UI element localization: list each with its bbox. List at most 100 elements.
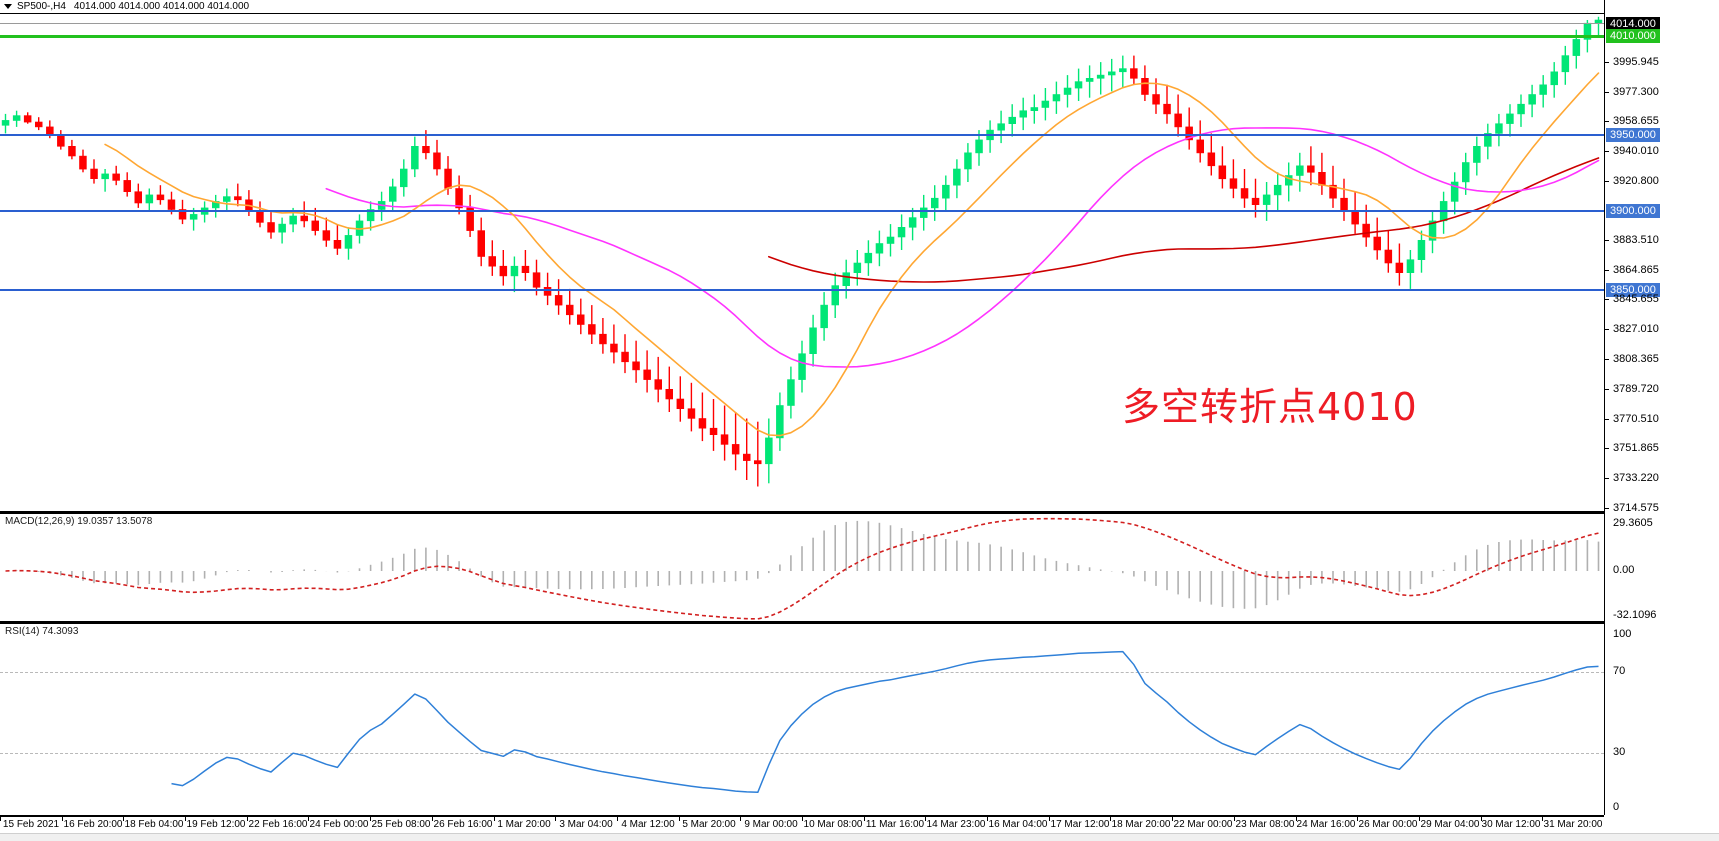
panel-divider-1 — [0, 511, 1604, 513]
price-axis-badge[interactable]: 3900.000 — [1606, 204, 1660, 218]
price-axis-label: 3770.510 — [1613, 413, 1659, 425]
price-axis-label: 0 — [1613, 801, 1620, 813]
time-axis-label: 15 Feb 2021 — [2, 819, 60, 830]
rsi-caption: RSI(14) 74.3093 — [5, 626, 79, 637]
time-axis-label: 22 Feb 16:00 — [248, 819, 308, 830]
time-axis-label: 19 Feb 12:00 — [186, 819, 246, 830]
time-axis-label: 24 Feb 00:00 — [309, 819, 369, 830]
time-axis-tick — [925, 817, 926, 821]
axis-tick — [1605, 419, 1609, 420]
level-line-3950 — [0, 134, 1604, 136]
price-axis-label: 70 — [1613, 665, 1626, 677]
time-axis-tick — [1234, 817, 1235, 821]
ohlc-values: 4014.000 4014.000 4014.000 4014.000 — [73, 1, 250, 12]
rsi-panel[interactable]: RSI(14) 74.3093 — [0, 623, 1604, 815]
time-axis-label: 26 Feb 16:00 — [433, 819, 493, 830]
chart-annotation: 多空转折点4010 — [1122, 385, 1418, 429]
axis-tick — [1605, 478, 1609, 479]
price-axis-label: 30 — [1613, 746, 1626, 758]
time-axis-label: 24 Mar 16:00 — [1296, 819, 1356, 830]
time-axis-label: 5 Mar 20:00 — [682, 819, 736, 830]
rsi-level-70 — [0, 672, 1604, 673]
price-axis-badge[interactable]: 4014.000 — [1606, 17, 1660, 31]
price-axis-label: 3733.220 — [1613, 472, 1659, 484]
price-axis[interactable]: 4014.000 4010.000 3995.945 3977.300 3958.655… — [1604, 0, 1719, 815]
time-axis-tick — [1419, 817, 1420, 821]
axis-tick — [1605, 270, 1609, 271]
time-axis-tick — [740, 817, 741, 821]
price-axis-label: 3751.865 — [1613, 442, 1659, 454]
triangle-down-icon[interactable] — [4, 4, 12, 9]
price-axis-label: 100 — [1613, 628, 1632, 640]
time-axis-tick — [1542, 817, 1543, 821]
time-axis-label: 18 Mar 20:00 — [1111, 819, 1171, 830]
time-axis-tick — [617, 817, 618, 821]
time-axis-tick — [247, 817, 248, 821]
time-axis-tick — [1481, 817, 1482, 821]
level-line-3900 — [0, 210, 1604, 212]
axis-tick — [1605, 151, 1609, 152]
time-axis-tick — [1296, 817, 1297, 821]
rsi-series-layer — [171, 650, 1599, 794]
time-axis-label: 29 Mar 04:00 — [1420, 819, 1480, 830]
time-axis-tick — [123, 817, 124, 821]
time-axis-label: 16 Feb 20:00 — [63, 819, 123, 830]
level-line-4010 — [0, 35, 1604, 38]
time-axis-tick — [185, 817, 186, 821]
axis-tick — [1605, 62, 1609, 63]
macd-series-layer — [5, 517, 1600, 620]
time-axis-label: 10 Mar 08:00 — [803, 819, 863, 830]
time-axis-label: 25 Feb 08:00 — [371, 819, 431, 830]
macd-panel[interactable]: MACD(12,26,9) 19.0357 13.5078 — [0, 513, 1604, 621]
price-axis-label: 3845.655 — [1613, 293, 1659, 305]
price-axis-badge[interactable]: 3850.000 — [1606, 283, 1660, 297]
symbol-label: SP500-,H4 — [17, 1, 66, 12]
time-axis-tick — [802, 817, 803, 821]
price-axis-label: 3995.945 — [1613, 56, 1659, 68]
price-axis-badge[interactable]: 3950.000 — [1606, 128, 1660, 142]
time-axis-label: 26 Mar 00:00 — [1358, 819, 1418, 830]
price-axis-label: 3808.365 — [1613, 353, 1659, 365]
time-axis-tick — [62, 817, 63, 821]
price-chart-panel[interactable]: 多空转折点4010 — [0, 14, 1604, 511]
price-axis-label: 3940.010 — [1613, 145, 1659, 157]
price-series-layer — [1, 16, 1603, 487]
time-axis-label: 9 Mar 00:00 — [744, 819, 798, 830]
status-strip — [0, 833, 1719, 841]
price-axis-label: 3920.800 — [1613, 175, 1659, 187]
price-axis-label: 0.00 — [1613, 564, 1635, 576]
price-axis-label: 3789.720 — [1613, 383, 1659, 395]
level-line-3850 — [0, 289, 1604, 291]
symbol-bar[interactable]: SP500-,H4 4014.000 4014.000 4014.000 401… — [0, 0, 1719, 14]
time-axis-tick — [987, 817, 988, 821]
price-axis-label: 3977.300 — [1613, 86, 1659, 98]
panel-divider-3 — [0, 815, 1604, 817]
axis-tick — [1605, 121, 1609, 122]
time-axis-label: 1 Mar 20:00 — [497, 819, 551, 830]
panel-divider-2 — [0, 621, 1604, 623]
time-axis-tick — [1172, 817, 1173, 821]
axis-tick — [1605, 508, 1609, 509]
time-axis-label: 14 Mar 23:00 — [926, 819, 986, 830]
price-axis-badge[interactable]: 4010.000 — [1606, 29, 1660, 43]
axis-tick — [1605, 359, 1609, 360]
price-axis-label: 3864.865 — [1613, 264, 1659, 276]
axis-tick — [1605, 329, 1609, 330]
time-axis-tick — [1110, 817, 1111, 821]
rsi-level-30 — [0, 753, 1604, 754]
time-axis-tick — [0, 817, 1, 821]
time-axis-label: 4 Mar 12:00 — [621, 819, 675, 830]
axis-tick — [1605, 92, 1609, 93]
level-line-4014 — [0, 23, 1604, 24]
time-axis-tick — [308, 817, 309, 821]
price-axis-label: 3714.575 — [1613, 502, 1659, 514]
time-axis-label: 31 Mar 20:00 — [1543, 819, 1603, 830]
time-axis-label: 11 Mar 16:00 — [865, 819, 925, 830]
time-axis-tick — [494, 817, 495, 821]
axis-tick — [1605, 448, 1609, 449]
price-axis-label: 3883.510 — [1613, 234, 1659, 246]
time-axis-tick — [432, 817, 433, 821]
axis-tick — [1605, 389, 1609, 390]
time-axis-tick — [864, 817, 865, 821]
